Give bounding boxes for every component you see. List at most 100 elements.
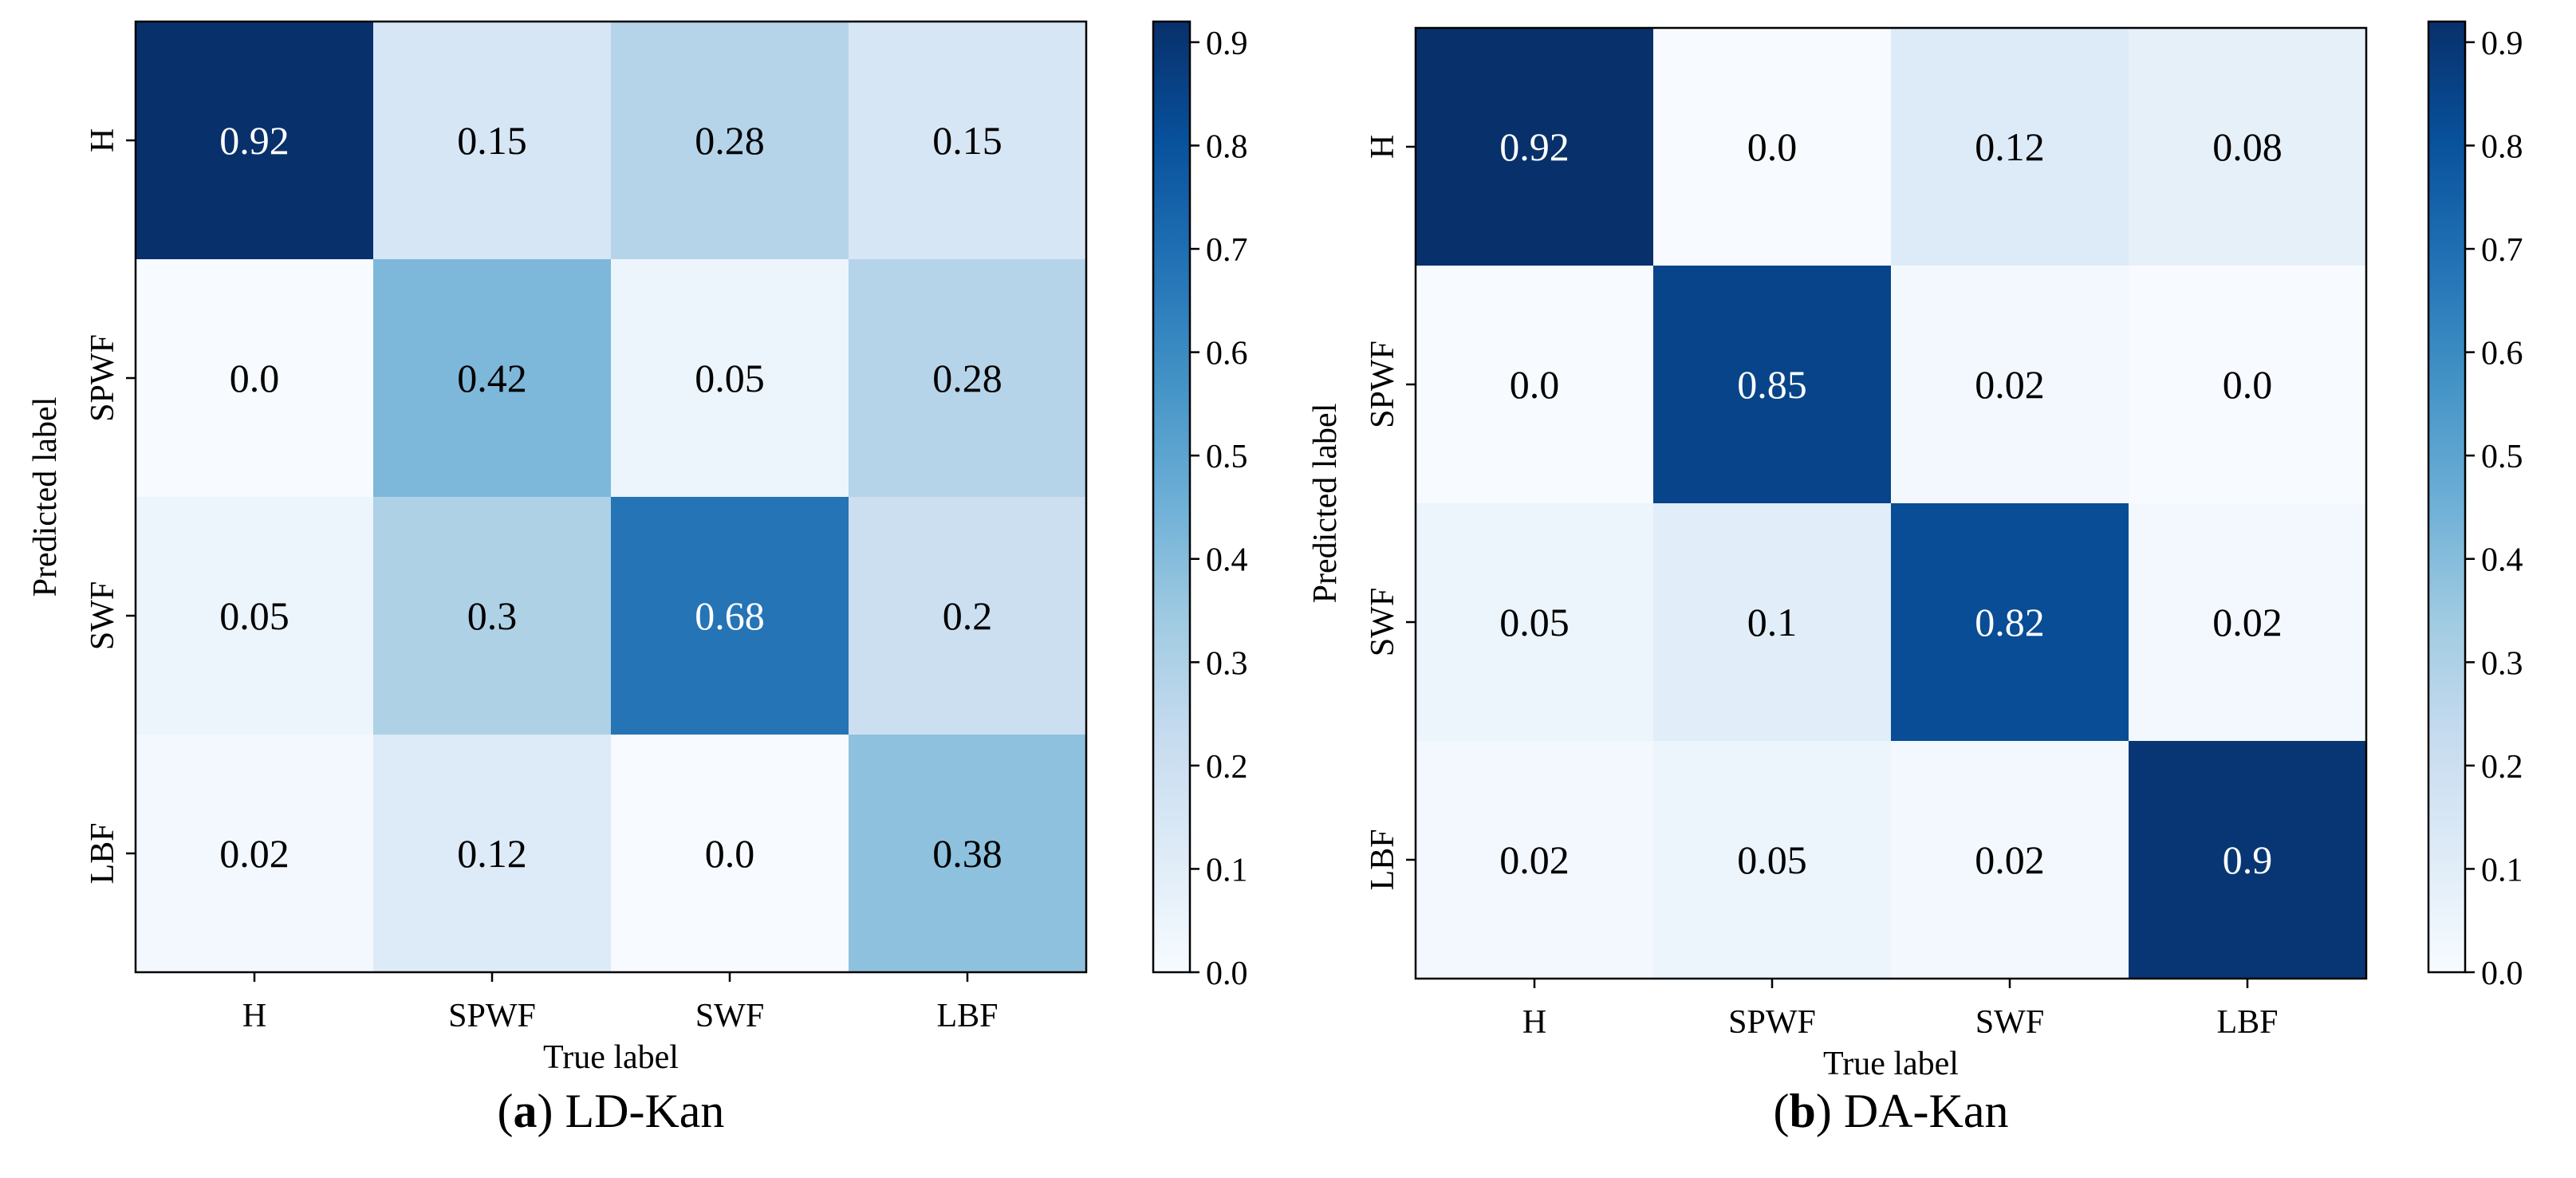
- cell-value-label: 0.15: [932, 118, 1002, 163]
- colorbar-tick-label: 0.7: [2481, 232, 2523, 269]
- colorbar-tick-label: 0.3: [1206, 645, 1248, 682]
- heatmap-cell-r2-c2: [1891, 503, 2129, 741]
- colorbar-tick-label: 0.2: [2481, 749, 2523, 786]
- cell-value-label: 0.0: [705, 831, 755, 876]
- cell-value-label: 0.68: [695, 593, 765, 638]
- cell-value-label: 0.28: [695, 118, 765, 163]
- y-tick-label: SPWF: [1365, 341, 1401, 428]
- cell-value-label: 0.3: [467, 593, 518, 638]
- cell-value-label: 0.2: [943, 593, 993, 638]
- colorbar-tick-label: 0.4: [1206, 542, 1248, 579]
- panel-caption: (b) DA-Kan: [1774, 1085, 2009, 1137]
- heatmap-cell-r0-c2: [1891, 28, 2129, 266]
- heatmap-cell-r2-c1: [373, 497, 611, 735]
- x-tick-label: LBF: [936, 998, 998, 1034]
- cell-value-label: 0.0: [2223, 362, 2273, 407]
- panel-caption: (a) LD-Kan: [498, 1085, 725, 1137]
- colorbar-tick-label: 0.9: [1206, 26, 1248, 62]
- caption-text: ) DA-Kan: [1816, 1085, 2009, 1137]
- heatmap-cell-r3-c1: [1653, 741, 1891, 979]
- cell-value-label: 0.28: [932, 356, 1002, 400]
- heatmap-cell-r1-c0: [1416, 266, 1653, 503]
- cell-value-label: 0.82: [1975, 600, 2045, 644]
- x-axis-title: True label: [1823, 1046, 1959, 1082]
- colorbar-tick-label: 0.9: [2481, 26, 2523, 62]
- y-axis-title: Predicted label: [1307, 404, 1344, 604]
- cell-value-label: 0.05: [695, 356, 765, 400]
- caption-letter: a: [514, 1085, 538, 1137]
- heatmap-cell-r2-c3: [849, 497, 1086, 735]
- y-tick-label: LBF: [85, 822, 121, 884]
- cell-value-label: 0.85: [1737, 362, 1807, 407]
- cell-value-label: 0.0: [1747, 124, 1798, 169]
- caption-open-paren: (: [498, 1085, 514, 1137]
- colorbar-tick-label: 0.5: [1206, 439, 1248, 475]
- cell-value-label: 0.02: [2212, 600, 2283, 644]
- colorbar: [1152, 20, 1191, 974]
- heatmap-cell-r3-c3: [849, 735, 1086, 972]
- heatmap-cell-r3-c2: [611, 735, 849, 972]
- heatmap-cell-r0-c0: [1416, 28, 1653, 266]
- heatmap-cell-r3-c3: [2129, 741, 2366, 979]
- cell-value-label: 0.12: [457, 831, 527, 876]
- cell-value-label: 0.02: [1975, 362, 2045, 407]
- heatmap-cell-r0-c2: [611, 22, 849, 259]
- y-tick-label: H: [85, 128, 121, 152]
- heatmap-cell-r1-c2: [611, 259, 849, 497]
- x-axis-title: True label: [543, 1039, 679, 1076]
- cell-value-label: 0.05: [1499, 600, 1570, 644]
- heatmap-cell-r0-c3: [849, 22, 1086, 259]
- cell-value-label: 0.02: [219, 831, 290, 876]
- colorbar-tick-label: 0.6: [1206, 336, 1248, 372]
- heatmap-cell-r2-c0: [1416, 503, 1653, 741]
- y-tick-label: SWF: [85, 581, 121, 650]
- x-tick-label: LBF: [2216, 1004, 2278, 1041]
- heatmap-cell-r2-c3: [2129, 503, 2366, 741]
- colorbar-tick-label: 0.1: [1206, 852, 1248, 888]
- cell-value-label: 0.42: [457, 356, 527, 400]
- colorbar-tick-label: 0.1: [2481, 852, 2523, 888]
- matrix-frame: [134, 20, 1088, 974]
- colorbar-tick-label: 0.4: [2481, 542, 2523, 579]
- cell-value-label: 0.15: [457, 118, 527, 163]
- y-axis-title: Predicted label: [27, 397, 64, 597]
- cell-value-label: 0.08: [2212, 124, 2283, 169]
- heatmap-cell-r0-c0: [136, 22, 373, 259]
- heatmap-cell-r1-c1: [1653, 266, 1891, 503]
- heatmap-cell-r3-c1: [373, 735, 611, 972]
- panel-a: 0.92 0.15 0.28 0.15 0.0 0.42 0.05 0.28 0.05 0.3 0.…: [27, 20, 1248, 1137]
- heatmap-cell-r2-c2: [611, 497, 849, 735]
- x-tick-label: H: [242, 998, 266, 1034]
- y-tick-label: H: [1365, 135, 1401, 159]
- heatmap-cell-r2-c0: [136, 497, 373, 735]
- colorbar-tick-label: 0.6: [2481, 336, 2523, 372]
- heatmap-cell-r3-c0: [136, 735, 373, 972]
- cell-value-label: 0.0: [230, 356, 280, 400]
- x-tick-label: SWF: [1975, 1004, 2044, 1041]
- colorbar-tick-label: 0.0: [2481, 955, 2523, 992]
- colorbar-tick-label: 0.0: [1206, 955, 1248, 992]
- cell-value-label: 0.1: [1747, 600, 1798, 644]
- heatmap-cell-r0-c1: [373, 22, 611, 259]
- cell-value-label: 0.05: [1737, 837, 1807, 882]
- cell-value-label: 0.02: [1499, 837, 1570, 882]
- matrix-frame: [1414, 26, 2368, 980]
- colorbar-tick-label: 0.8: [1206, 128, 1248, 165]
- heatmap-cell-r1-c2: [1891, 266, 2129, 503]
- panel-b: 0.92 0.0 0.12 0.08 0.0 0.85 0.02 0.0 0.05 0.1 0.82…: [1307, 20, 2523, 1137]
- x-tick-label: SWF: [695, 998, 764, 1034]
- cell-value-label: 0.0: [1510, 362, 1560, 407]
- heatmap-cell-r2-c1: [1653, 503, 1891, 741]
- heatmap-cell-r3-c0: [1416, 741, 1653, 979]
- cell-value-label: 0.05: [219, 593, 290, 638]
- heatmap-cell-r1-c1: [373, 259, 611, 497]
- cell-value-label: 0.12: [1975, 124, 2045, 169]
- cell-value-label: 0.92: [1499, 124, 1570, 169]
- colorbar-tick-label: 0.3: [2481, 645, 2523, 682]
- cell-value-label: 0.92: [219, 118, 290, 163]
- colorbar-tick-label: 0.8: [2481, 128, 2523, 165]
- x-tick-label: H: [1522, 1004, 1546, 1041]
- colorbar-tick-label: 0.7: [1206, 232, 1248, 269]
- x-tick-label: SPWF: [448, 998, 536, 1034]
